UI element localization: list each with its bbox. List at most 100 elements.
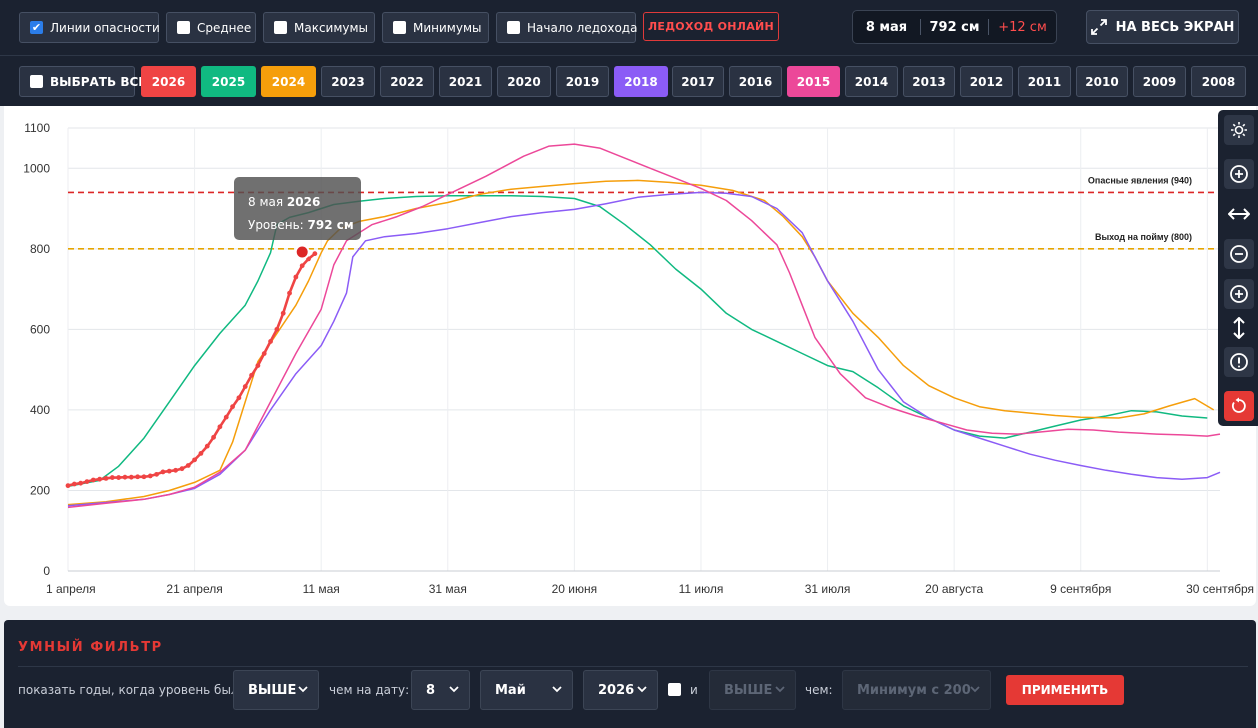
series-point-2026	[242, 384, 248, 389]
series-point-2026	[141, 474, 147, 480]
ice-online-button[interactable]: ЛЕДОХОД ОНЛАЙН	[643, 12, 779, 41]
info-icon	[1230, 353, 1248, 371]
select-all-checkbox[interactable]: ВЫБРАТЬ ВСЕ	[19, 66, 146, 97]
series-point-2026	[154, 471, 160, 477]
month-select[interactable]: Май	[480, 670, 573, 710]
series-point-2026	[268, 339, 273, 344]
year-button-2010[interactable]: 2010	[1076, 66, 1128, 97]
series-point-2026	[65, 483, 71, 489]
compare-select[interactable]: Минимум с 200	[842, 670, 991, 710]
day-select[interactable]: 8	[411, 670, 470, 710]
checkbox-box	[393, 21, 406, 34]
divider	[920, 19, 921, 35]
year-button-2008[interactable]: 2008	[1191, 66, 1246, 97]
series-point-2026	[179, 466, 185, 472]
year-button-2014[interactable]: 2014	[845, 66, 898, 97]
year-button-2017[interactable]: 2017	[672, 66, 724, 97]
smart-filter-panel: УМНЫЙ ФИЛЬТР показать годы, когда уровен…	[4, 620, 1256, 728]
series-point-2026	[185, 463, 191, 468]
danger-lines-checkbox[interactable]: ✔ Линии опасности	[19, 12, 160, 43]
series-point-2026	[109, 475, 115, 480]
ice-start-checkbox[interactable]: Начало ледохода	[496, 12, 637, 43]
series-point-2026	[192, 457, 197, 463]
vertical-arrows-icon	[1233, 317, 1245, 339]
year-button-2021[interactable]: 2021	[439, 66, 492, 97]
series-point-2026	[103, 475, 109, 481]
reset-button[interactable]	[1224, 391, 1254, 421]
series-point-2026	[261, 351, 267, 356]
series-point-2026	[306, 256, 311, 262]
y-tick-label: 400	[30, 403, 50, 417]
theme-button[interactable]	[1224, 115, 1254, 145]
y-tick-label: 1000	[23, 161, 50, 175]
horizontal-arrows-icon	[1228, 208, 1250, 220]
year-button-2023[interactable]: 2023	[321, 66, 375, 97]
horizontal-axis-label	[1224, 199, 1254, 229]
year-button-2016[interactable]: 2016	[729, 66, 782, 97]
year-button-2026[interactable]: 2026	[141, 66, 196, 97]
year-button-2018[interactable]: 2018	[614, 66, 668, 97]
expand-icon	[1090, 19, 1107, 35]
average-checkbox[interactable]: Среднее	[166, 12, 256, 43]
year-button-2022[interactable]: 2022	[380, 66, 434, 97]
series-line-2018	[67, 191, 1221, 507]
series-point-2026	[90, 477, 96, 483]
series-line-2015	[67, 143, 1221, 509]
fullscreen-button[interactable]: НА ВЕСЬ ЭКРАН	[1086, 10, 1239, 44]
year-button-2019[interactable]: 2019	[556, 66, 609, 97]
status-delta: +12 см	[998, 19, 1047, 35]
chevron-down-icon	[775, 686, 785, 693]
series-point-2026	[236, 395, 242, 401]
info-button[interactable]	[1224, 347, 1254, 377]
series-point-2026	[135, 474, 141, 480]
series-line-2025	[67, 194, 1208, 488]
year-select[interactable]: 2026	[583, 670, 658, 710]
zoom-out-x-button[interactable]	[1224, 239, 1254, 269]
chevron-down-icon	[449, 686, 459, 693]
y-tick-label: 200	[30, 483, 50, 497]
apply-button[interactable]: ПРИМЕНИТЬ	[1006, 675, 1124, 705]
year-button-2009[interactable]: 2009	[1133, 66, 1186, 97]
zoom-in-x-button[interactable]	[1224, 159, 1254, 189]
year-button-2015[interactable]: 2015	[787, 66, 840, 97]
maximums-checkbox[interactable]: Максимумы	[263, 12, 375, 43]
series-point-2026	[84, 479, 90, 484]
series-point-2026	[223, 414, 229, 420]
year-button-2025[interactable]: 2025	[201, 66, 256, 97]
filter-text-than: чем:	[805, 683, 833, 697]
year-button-2013[interactable]: 2013	[903, 66, 955, 97]
series-point-2026	[147, 473, 153, 479]
y-tick-label: 0	[43, 564, 50, 578]
minimums-checkbox[interactable]: Минимумы	[382, 12, 489, 43]
x-tick-label: 9 сентября	[1050, 582, 1111, 596]
checkbox-box	[177, 21, 190, 34]
checkbox-box	[507, 21, 520, 34]
series-point-2026	[293, 274, 299, 280]
series-point-2026	[173, 467, 179, 473]
year-button-2020[interactable]: 2020	[497, 66, 551, 97]
zoom-in-icon	[1230, 285, 1248, 303]
sun-icon	[1231, 122, 1247, 138]
checkbox-box	[274, 21, 287, 34]
check-icon: ✔	[30, 21, 43, 34]
x-tick-label: 30 сентября	[1186, 582, 1254, 596]
zoom-in-y-button[interactable]	[1224, 279, 1254, 309]
second-condition-checkbox[interactable]	[668, 683, 681, 696]
chart-tooltip: 8 мая 2026 Уровень: 792 см	[234, 177, 361, 240]
chevron-down-icon	[970, 686, 980, 693]
filter-text-date: чем на дату:	[329, 683, 410, 697]
year-button-2024[interactable]: 2024	[261, 66, 316, 97]
series-point-2026	[211, 434, 216, 440]
series-point-2026	[166, 468, 172, 474]
status-level: 792 см	[929, 19, 980, 35]
tooltip-year: 2026	[286, 195, 321, 209]
year-button-2011[interactable]: 2011	[1018, 66, 1071, 97]
condition-select[interactable]: ВЫШЕ	[233, 670, 319, 710]
vertical-axis-label	[1224, 313, 1254, 343]
second-condition-select[interactable]: ВЫШЕ	[709, 670, 796, 710]
year-button-2012[interactable]: 2012	[960, 66, 1013, 97]
series-point-2026	[312, 251, 318, 257]
top-toolbar: ✔ Линии опасности Среднее Максимумы Миним…	[0, 0, 1258, 106]
y-tick-label: 1100	[24, 121, 50, 135]
filter-text-and: и	[690, 683, 698, 697]
